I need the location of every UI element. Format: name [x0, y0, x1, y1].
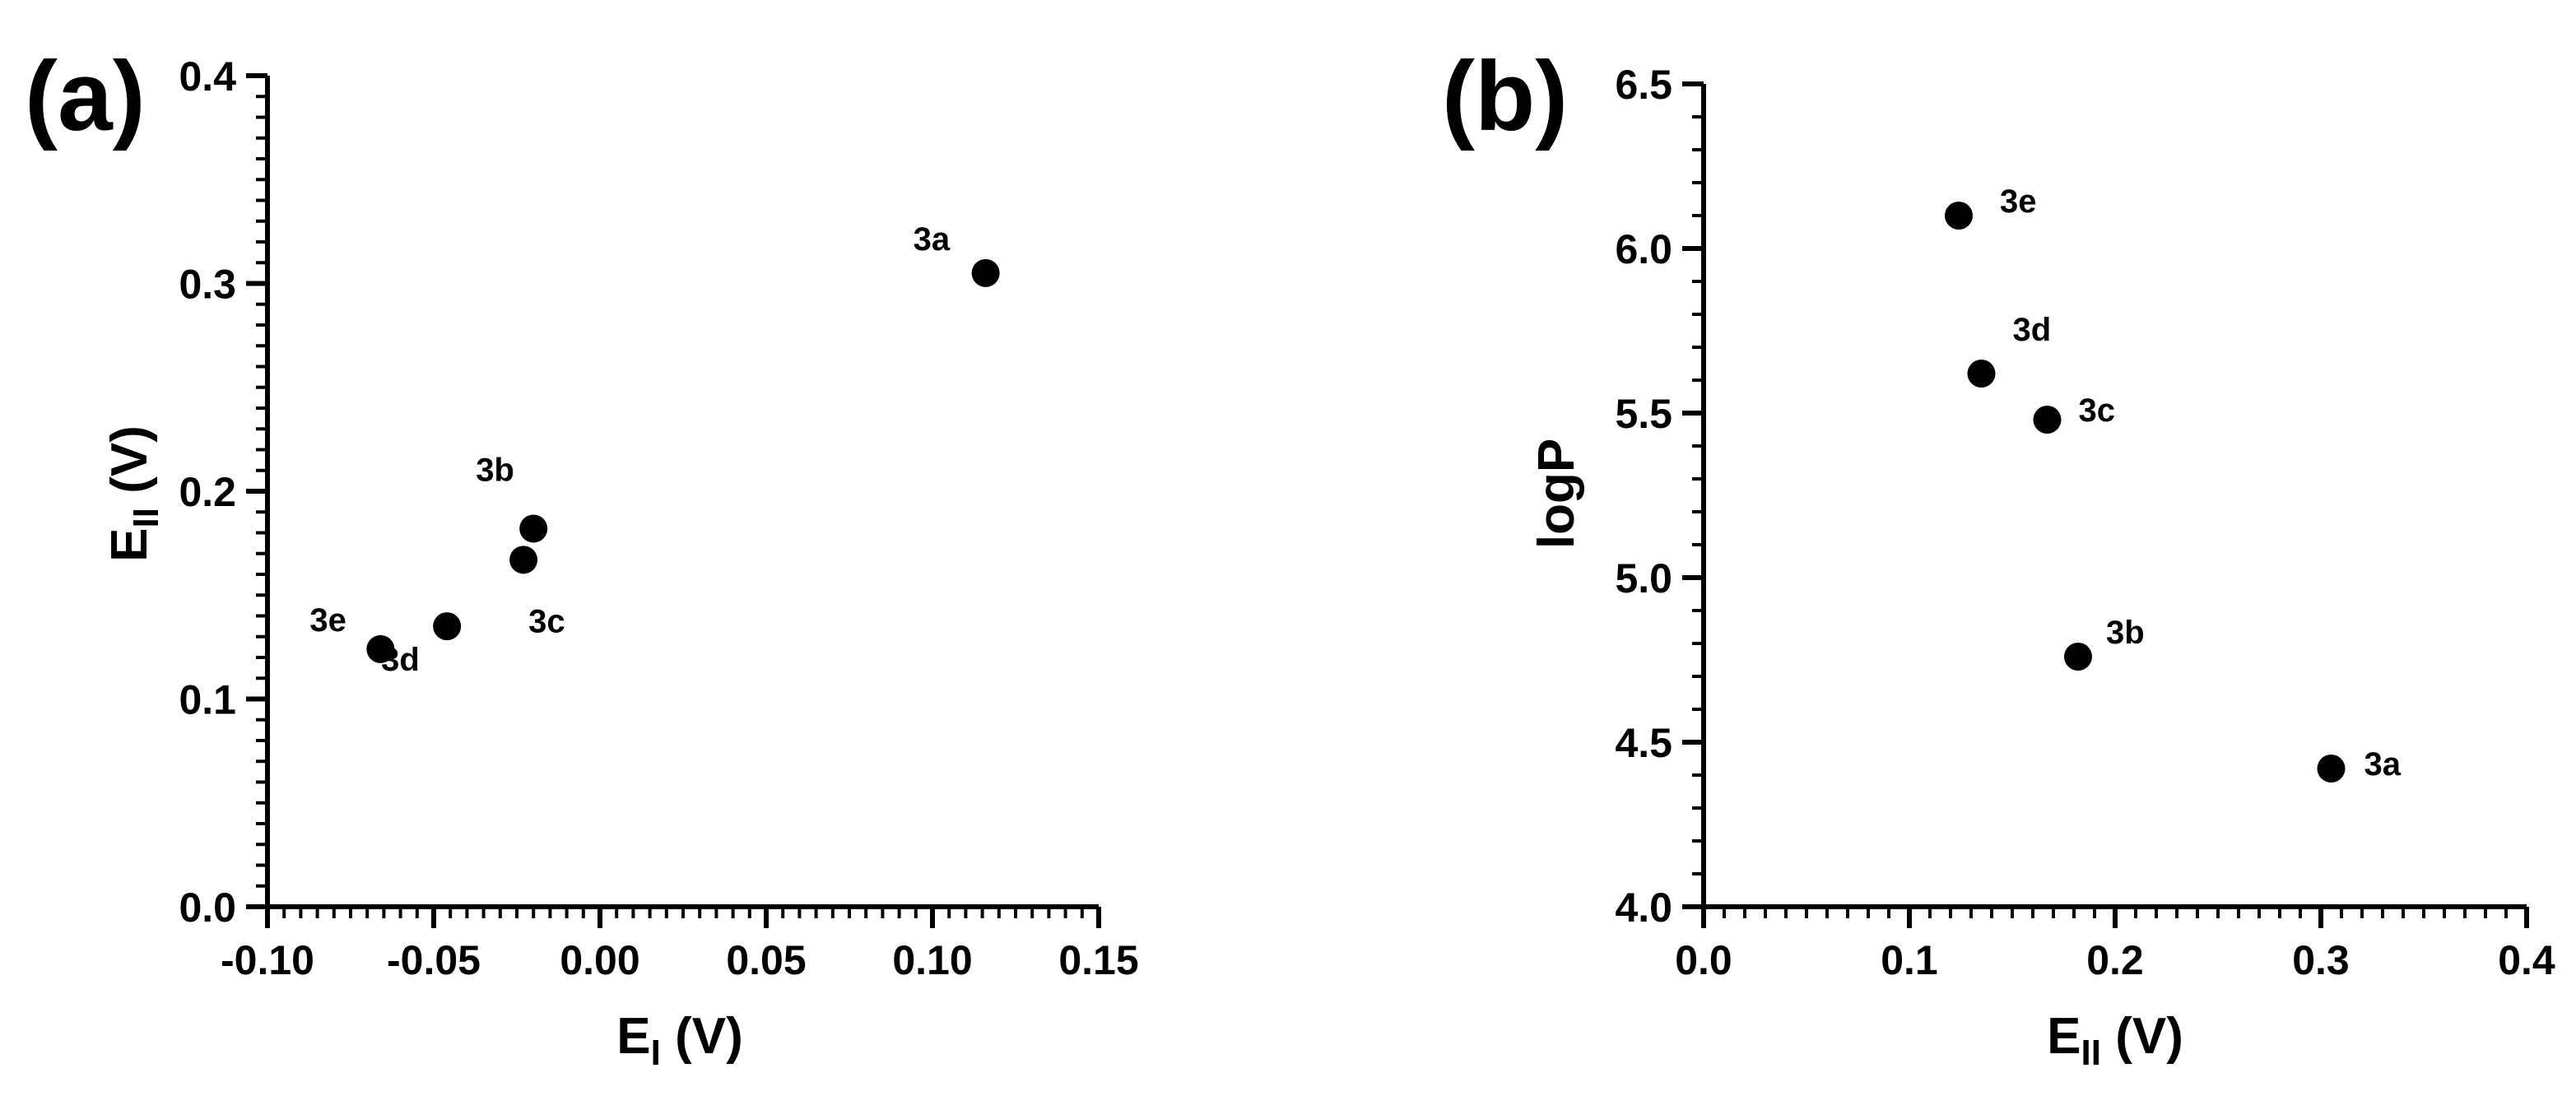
panel-a-y-axis-title-sub: II — [126, 508, 166, 527]
x-tick-label: 0.10 — [892, 937, 972, 983]
panel-a: (a) -0.10 -0.05 0.00 0.05 0.10 0.15 0.0 0.1 0.2 0… — [25, 41, 1139, 1073]
panel-b-ticks — [1682, 81, 2529, 928]
x-tick-label: 0.05 — [726, 937, 806, 983]
point-label-3e: 3e — [309, 602, 346, 639]
panel-a-y-axis-title: EII (V) — [101, 425, 166, 562]
point-label-3d: 3d — [2013, 312, 2052, 348]
y-tick-label: 5.5 — [1615, 391, 1672, 437]
point-label-3a: 3a — [914, 221, 951, 258]
data-point-3a — [971, 258, 1000, 287]
panel-a-y-axis-title-unit: (V) — [101, 425, 158, 508]
panel-a-tick-labels: -0.10 -0.05 0.00 0.05 0.10 0.15 0.0 0.1 0.2 0.3 0.… — [179, 53, 1138, 983]
panel-b-axes — [1701, 84, 2527, 909]
data-point-3b — [519, 514, 548, 543]
point-label-3a: 3a — [2364, 746, 2402, 783]
panel-b-points — [1945, 202, 2346, 783]
x-tick-label: 0.00 — [560, 937, 639, 983]
x-tick-label: 0.3 — [2292, 937, 2350, 983]
panel-a-label: (a) — [25, 41, 146, 151]
x-tick-label: 0.1 — [1881, 937, 1938, 983]
data-point-3e — [1945, 202, 1973, 230]
point-label-3d: 3d — [381, 642, 420, 678]
point-label-3c: 3c — [2079, 392, 2116, 429]
panel-b-label: (b) — [1442, 41, 1568, 151]
point-label-3e: 3e — [2000, 183, 2037, 220]
panel-b-x-axis-title-sub: II — [2081, 1033, 2101, 1073]
data-point-3b — [2064, 643, 2092, 671]
panel-b-point-labels: 3e 3d 3c 3b 3a — [2000, 183, 2402, 783]
y-tick-label: 4.5 — [1615, 720, 1672, 766]
panel-a-point-labels: 3a 3b 3c 3d 3e — [309, 221, 951, 678]
x-tick-label: 0.15 — [1058, 937, 1138, 983]
y-tick-label: 5.0 — [1615, 555, 1672, 601]
x-tick-label: 0.0 — [1675, 937, 1732, 983]
x-tick-label: 0.4 — [2498, 937, 2555, 983]
y-tick-label: 0.3 — [179, 262, 236, 308]
panel-a-points — [366, 258, 1000, 663]
point-label-3b: 3b — [476, 452, 514, 488]
panel-b-x-axis-title-main: E — [2047, 1008, 2081, 1065]
data-point-3e — [366, 634, 395, 663]
y-tick-label: 0.1 — [179, 677, 236, 723]
x-tick-label: -0.05 — [387, 937, 481, 983]
data-point-3a — [2317, 755, 2346, 783]
y-tick-label: 0.4 — [179, 53, 236, 100]
y-tick-label: 0.2 — [179, 469, 236, 515]
data-point-3c — [2033, 406, 2062, 434]
panel-b: (b) 0.0 0.1 0.2 0.3 0.4 4.0 4.5 5.0 5.5 6.0 6.5 EI… — [1442, 41, 2555, 1073]
data-point-3d — [433, 612, 462, 641]
point-label-3c: 3c — [528, 603, 565, 639]
panel-a-axes — [265, 76, 1099, 909]
panel-a-x-axis-title-main: E — [616, 1008, 650, 1065]
y-tick-label: 6.0 — [1615, 226, 1672, 272]
x-tick-label: -0.10 — [221, 937, 314, 983]
panel-a-x-axis-title-unit: (V) — [661, 1008, 743, 1065]
panel-a-y-axis-title-main: E — [101, 527, 158, 561]
data-point-3d — [1967, 360, 1996, 388]
y-tick-label: 4.0 — [1615, 885, 1672, 931]
panel-a-x-axis-title: EI (V) — [616, 1008, 742, 1073]
panel-b-y-axis-title: logP — [1528, 439, 1585, 549]
panel-b-x-axis-title-unit: (V) — [2101, 1008, 2183, 1065]
panel-b-y-axis-title-main: logP — [1528, 439, 1585, 549]
y-tick-label: 0.0 — [179, 885, 236, 931]
x-tick-label: 0.2 — [2086, 937, 2144, 983]
panel-b-x-axis-title: EII (V) — [2047, 1008, 2183, 1073]
panel-a-ticks — [246, 73, 1101, 928]
point-label-3b: 3b — [2106, 615, 2145, 651]
y-tick-label: 6.5 — [1615, 62, 1672, 108]
panel-b-tick-labels: 0.0 0.1 0.2 0.3 0.4 4.0 4.5 5.0 5.5 6.0 6.5 — [1615, 62, 2555, 983]
panel-a-x-axis-title-sub: I — [651, 1033, 661, 1073]
data-point-3c — [509, 546, 538, 574]
